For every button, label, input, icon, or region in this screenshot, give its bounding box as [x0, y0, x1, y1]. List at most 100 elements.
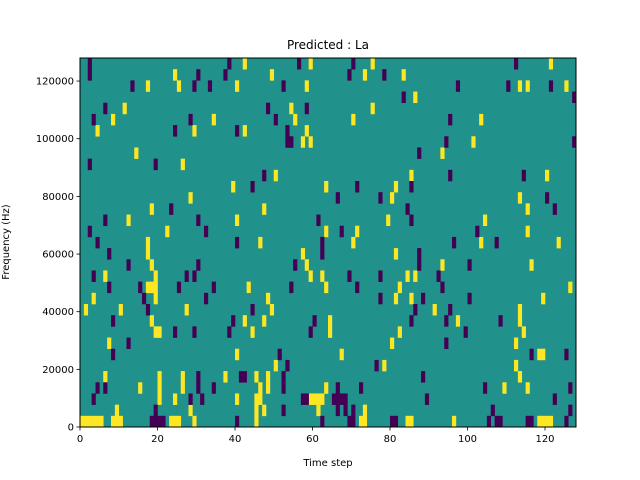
- heatmap-cell-low: [448, 113, 453, 126]
- heatmap-cell-high: [169, 415, 174, 428]
- heatmap-cell-high: [246, 281, 251, 294]
- heatmap-cell-high: [157, 371, 162, 383]
- heatmap-cell-low: [316, 214, 321, 227]
- heatmap-cell-high: [83, 304, 89, 316]
- heatmap-cell-high: [308, 58, 313, 70]
- heatmap-cell-low: [169, 203, 174, 215]
- y-axis: 0 20000 40000 60000 80000 100000 120000: [36, 77, 80, 434]
- heatmap-cell-low: [467, 292, 472, 305]
- heatmap-cell-low: [126, 259, 131, 271]
- heatmap-cell-low: [409, 315, 414, 327]
- heatmap-cell-low: [529, 348, 534, 361]
- heatmap-cell-low: [211, 281, 216, 294]
- axes-frame: [79, 57, 577, 428]
- heatmap-cell-high: [537, 348, 542, 361]
- heatmap-cell-high: [401, 69, 406, 81]
- heatmap-cell-high: [479, 113, 484, 126]
- heatmap-cell-high: [231, 181, 236, 193]
- heatmap-cell-high: [397, 326, 402, 338]
- x-tick-label: 0: [77, 434, 83, 445]
- heatmap-cell-high: [370, 102, 375, 115]
- heatmap-cell-high: [153, 326, 158, 338]
- heatmap-cell-low: [335, 192, 340, 204]
- heatmap-cell-low: [153, 404, 158, 417]
- heatmap-cell-high: [180, 158, 185, 171]
- heatmap-cell-low: [444, 136, 449, 148]
- heatmap-cell-low: [529, 415, 534, 428]
- heatmap-cell-high: [242, 315, 247, 327]
- heatmap-cell-high: [405, 270, 410, 282]
- heatmap-cell-low: [335, 404, 340, 417]
- heatmap-cell-low: [409, 214, 414, 227]
- x-tick-label: 40: [229, 434, 242, 445]
- heatmap-cell-high: [266, 382, 271, 394]
- heatmap-cell-low: [211, 382, 216, 394]
- heatmap-cell-high: [339, 348, 344, 361]
- heatmap-cell-low: [490, 404, 495, 417]
- heatmap-cell-low: [452, 236, 457, 249]
- heatmap-cell-low: [483, 382, 488, 394]
- heatmap-cell-high: [370, 58, 375, 70]
- heatmap-cell-low: [347, 270, 352, 282]
- plot-area: [79, 57, 577, 428]
- heatmap-cell-low: [103, 214, 108, 227]
- heatmap-cell-high: [188, 404, 193, 417]
- y-tick-label: 40000: [42, 307, 74, 318]
- heatmap-cell-high: [80, 415, 85, 428]
- heatmap-cell-high: [525, 225, 530, 238]
- heatmap-cell-low: [378, 292, 383, 305]
- heatmap-cells: [80, 58, 577, 428]
- heatmap-cell-low: [339, 225, 344, 238]
- heatmap-cell-low: [285, 125, 290, 137]
- heatmap-cell-high: [413, 91, 418, 104]
- heatmap-cell-high: [393, 181, 399, 193]
- heatmap-cell-high: [304, 80, 309, 92]
- heatmap-cell-low: [250, 181, 255, 193]
- heatmap-cell-high: [568, 281, 573, 294]
- heatmap-cell-low: [238, 371, 244, 383]
- heatmap-cell-high: [308, 393, 313, 405]
- heatmap-cell-low: [351, 404, 356, 417]
- heatmap-cell-low: [188, 113, 193, 126]
- heatmap-cell-high: [242, 125, 247, 137]
- heatmap-cell-high: [165, 225, 170, 238]
- heatmap-cell-high: [262, 203, 267, 215]
- heatmap-cell-low: [355, 281, 360, 294]
- heatmap-cell-high: [145, 236, 151, 249]
- heatmap-cell-high: [269, 304, 275, 316]
- heatmap-cell-low: [564, 348, 569, 361]
- x-axis-label: Time step: [302, 458, 352, 469]
- heatmap-cell-high: [114, 415, 120, 428]
- heatmap-cell-high: [517, 371, 523, 383]
- heatmap-cell-low: [207, 80, 213, 92]
- heatmap-cell-low: [475, 225, 480, 238]
- heatmap-cell-low: [343, 404, 348, 417]
- heatmap-cell-low: [440, 281, 445, 294]
- heatmap-cell-high: [483, 214, 488, 227]
- heatmap-cell-high: [149, 259, 154, 271]
- heatmap-cell-high: [173, 69, 178, 81]
- heatmap-cell-low: [289, 281, 294, 294]
- heatmap-cell-low: [568, 382, 573, 394]
- heatmap-cell-low: [281, 80, 286, 92]
- heatmap-cell-low: [281, 371, 286, 383]
- heatmap-cell-high: [180, 371, 185, 383]
- heatmap-cell-low: [107, 281, 112, 294]
- heatmap-cell-high: [300, 248, 306, 260]
- y-tick-label: 80000: [42, 192, 74, 203]
- heatmap-cell-high: [122, 102, 127, 115]
- heatmap-cell-high: [111, 113, 116, 126]
- heatmap-cell-high: [455, 315, 461, 327]
- heatmap-cell-low: [130, 80, 135, 92]
- heatmap-cell-low: [161, 415, 166, 428]
- heatmap-cell-high: [176, 80, 182, 92]
- heatmap-cell-high: [324, 225, 329, 238]
- heatmap-cell-high: [153, 281, 158, 294]
- heatmap-cell-high: [525, 382, 530, 394]
- heatmap-cell-high: [548, 415, 554, 428]
- heatmap-cell-high: [355, 225, 360, 238]
- heatmap-cell-low: [506, 80, 511, 92]
- heatmap-cell-low: [467, 259, 472, 271]
- heatmap-cell-low: [514, 58, 519, 70]
- heatmap-cell-low: [176, 281, 182, 294]
